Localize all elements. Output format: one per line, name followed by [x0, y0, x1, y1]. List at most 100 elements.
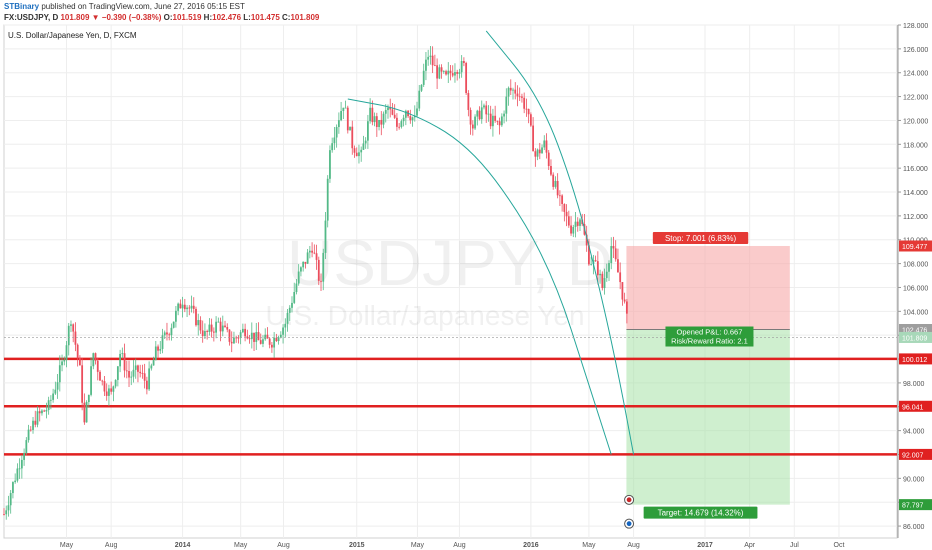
- candle-body: [326, 178, 329, 221]
- candle-body: [474, 116, 476, 129]
- candle-body: [105, 391, 108, 396]
- candle-body: [145, 380, 148, 390]
- candle-body: [380, 119, 383, 125]
- author-name[interactable]: STBinary: [4, 2, 40, 11]
- candle-body: [38, 411, 41, 414]
- candle-body: [320, 280, 322, 282]
- open-label: O:: [163, 13, 173, 22]
- candle-body: [195, 308, 197, 326]
- candle-body: [431, 55, 434, 66]
- arc-curve[interactable]: [485, 30, 635, 455]
- candle-body: [112, 386, 115, 392]
- high-price-tag-tag: [899, 324, 932, 336]
- candle-body: [217, 321, 220, 323]
- candle-body: [429, 55, 432, 57]
- candle-body: [588, 245, 590, 265]
- last-price-tag: 101.809: [902, 335, 927, 342]
- candle-body: [324, 220, 327, 253]
- candle-body: [585, 234, 588, 246]
- low-value: 101.475: [250, 13, 280, 22]
- high-price-tag: 102.476: [902, 328, 927, 335]
- candle-body: [65, 345, 68, 360]
- candle-body: [623, 299, 626, 302]
- candle-body: [451, 73, 454, 76]
- stop-label-box[interactable]: [652, 231, 749, 244]
- y-tick-label: 122.000: [903, 95, 928, 102]
- candle-body: [458, 72, 461, 74]
- publish-text: published on TradingView.com, June 27, 2…: [39, 2, 245, 11]
- level1-price-tag-tag: [899, 353, 932, 365]
- candle-body: [172, 321, 175, 328]
- candle-body: [137, 365, 139, 372]
- candle-body: [420, 84, 423, 91]
- y-tick-label: 90.000: [903, 476, 925, 483]
- candle-body: [590, 264, 593, 265]
- candle-body: [440, 67, 443, 72]
- candle-body: [353, 148, 356, 153]
- candle-body: [384, 110, 387, 114]
- y-tick-label: 128.000: [903, 23, 928, 30]
- candle-body: [523, 97, 526, 109]
- candle-body: [572, 226, 575, 234]
- y-tick-label: 104.000: [903, 309, 928, 316]
- candle-body: [469, 109, 472, 125]
- candle-body: [605, 271, 608, 279]
- candle-body: [239, 332, 242, 338]
- candle-body: [518, 96, 521, 98]
- stop-zone[interactable]: [626, 245, 790, 330]
- candle-body: [81, 365, 84, 403]
- candle-body: [362, 143, 365, 150]
- candle-body: [418, 90, 421, 109]
- candle-body: [340, 110, 343, 121]
- candle-body: [16, 468, 19, 481]
- candle-body: [610, 246, 613, 264]
- candle-body: [186, 307, 188, 310]
- candle-body: [358, 152, 360, 157]
- candle-body: [201, 330, 204, 337]
- candle-body: [295, 283, 298, 293]
- candle-body: [52, 393, 55, 400]
- candle-body: [141, 373, 144, 374]
- candle-body: [157, 346, 159, 351]
- candle-body: [183, 304, 186, 310]
- target-label-box[interactable]: [643, 506, 758, 519]
- candle-body: [317, 259, 320, 281]
- candle-body: [246, 336, 249, 339]
- candle-body: [550, 165, 552, 175]
- stop-price-tag: 109.477: [902, 244, 927, 251]
- x-tick-label: May: [234, 542, 248, 549]
- candle-body: [485, 105, 488, 115]
- candle-body: [85, 402, 88, 423]
- candle-body: [226, 326, 229, 330]
- candle-body: [525, 108, 528, 110]
- candle-body: [181, 304, 184, 309]
- candle-body: [237, 337, 240, 339]
- candle-body: [556, 180, 559, 196]
- arc-curve[interactable]: [347, 98, 612, 455]
- event-dot-icon: [626, 497, 632, 503]
- candle-body: [128, 370, 130, 378]
- candle-body: [335, 127, 338, 138]
- candle-body: [271, 344, 273, 348]
- candle-body: [166, 332, 168, 335]
- x-tick-label: Jul: [790, 542, 799, 549]
- candle-body: [400, 121, 403, 127]
- candle-body: [235, 337, 238, 339]
- candle-body: [333, 137, 336, 144]
- candle-body: [561, 195, 564, 204]
- pnl-box[interactable]: [665, 326, 754, 347]
- candle-body: [315, 253, 318, 260]
- candle-body: [378, 119, 380, 128]
- candle-body: [574, 221, 577, 227]
- candle-body: [313, 252, 316, 254]
- close-value: 101.809: [290, 13, 320, 22]
- y-tick-label: 116.000: [903, 166, 928, 173]
- candle-body: [114, 379, 117, 387]
- candle-body: [159, 348, 162, 351]
- candle-body: [351, 126, 354, 149]
- target-zone[interactable]: [626, 329, 790, 505]
- candle-body: [480, 107, 483, 120]
- candle-body: [291, 302, 293, 308]
- candle-body: [373, 116, 376, 123]
